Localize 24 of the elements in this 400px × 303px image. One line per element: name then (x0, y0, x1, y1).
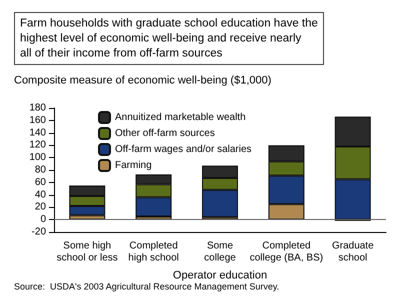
y-tick-label: 160 (29, 114, 46, 126)
y-tick-label: 180 (29, 102, 46, 114)
y-tick-label: 120 (29, 140, 46, 151)
x-tick-label: Graduate school (332, 240, 374, 264)
x-tick-label: Completed college (BA, BS) (250, 240, 324, 264)
x-axis-title: Operator education (172, 270, 268, 282)
legend-label: Off-farm wages and/or salaries (115, 144, 252, 155)
y-tick-label: 140 (29, 127, 46, 138)
chart-title: Farm households with graduate school education have the highest level of economic well-being and receive nearly all of their income from off-farm sources (20, 18, 318, 60)
y-tick-label: 0 (40, 214, 46, 226)
legend-label: Farming (115, 160, 152, 171)
y-axis-title: Composite measure of economic well-being ($1,000) (14, 74, 272, 86)
x-tick-label: Some high school or less (56, 240, 118, 264)
y-tick-label: 100 (29, 152, 46, 164)
source-note: Source: USDA's 2003 Agricultural Resource Management Survey. (14, 282, 280, 292)
y-tick-label: 40 (34, 189, 46, 200)
y-tick-label: 20 (34, 202, 46, 213)
y-tick-label: 60 (34, 176, 46, 188)
legend-label: Other off-farm sources (115, 128, 215, 139)
legend-label: Annuitized marketable wealth (115, 112, 246, 123)
x-tick-label: Completed high school (128, 240, 179, 264)
x-tick-label: Some college (204, 240, 236, 264)
y-tick-label: -20 (32, 226, 46, 238)
y-tick-label: 80 (34, 164, 46, 176)
